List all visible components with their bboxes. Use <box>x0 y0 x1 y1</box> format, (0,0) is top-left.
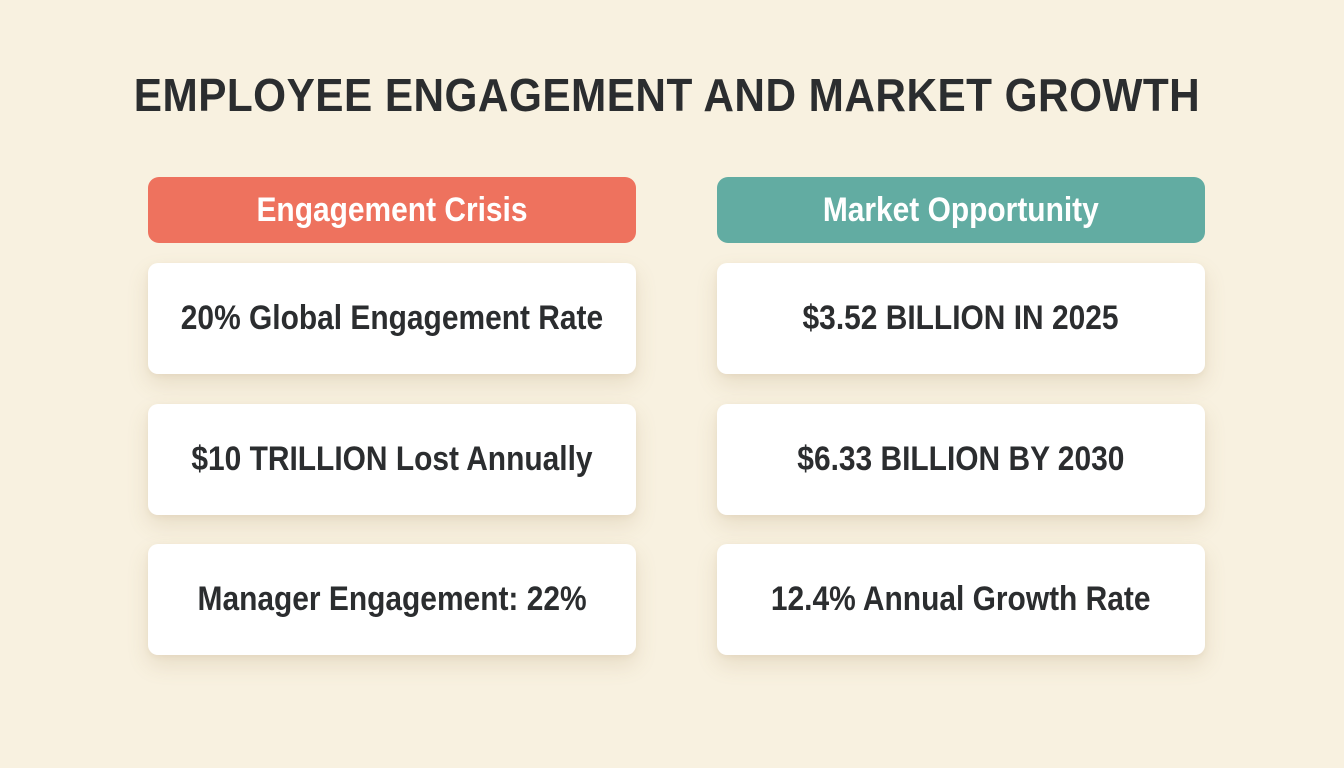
opportunity-card-2030: $6.33 BILLION BY 2030 <box>717 404 1205 515</box>
crisis-card-global-engagement: 20% Global Engagement Rate <box>148 263 636 374</box>
opportunity-card-2025: $3.52 BILLION IN 2025 <box>717 263 1205 374</box>
engagement-crisis-header: Engagement Crisis <box>148 177 636 243</box>
page-title: EMPLOYEE ENGAGEMENT AND MARKET GROWTH <box>133 69 1201 121</box>
opportunity-card-text: $6.33 BILLION BY 2030 <box>797 440 1125 478</box>
crisis-card-trillion-lost: $10 TRILLION Lost Annually <box>148 404 636 515</box>
crisis-card-text: Manager Engagement: 22% <box>197 580 587 618</box>
market-opportunity-column: Market Opportunity $3.52 BILLION IN 2025… <box>717 177 1205 655</box>
engagement-crisis-heading: Engagement Crisis <box>256 190 528 229</box>
crisis-card-text: $10 TRILLION Lost Annually <box>191 440 593 478</box>
market-opportunity-header: Market Opportunity <box>717 177 1205 243</box>
crisis-card-text: 20% Global Engagement Rate <box>180 299 604 337</box>
opportunity-card-text: 12.4% Annual Growth Rate <box>771 580 1151 618</box>
opportunity-card-text: $3.52 BILLION IN 2025 <box>803 299 1119 337</box>
engagement-crisis-column: Engagement Crisis 20% Global Engagement … <box>148 177 636 655</box>
opportunity-card-growth-rate: 12.4% Annual Growth Rate <box>717 544 1205 655</box>
crisis-card-manager-engagement: Manager Engagement: 22% <box>148 544 636 655</box>
market-opportunity-heading: Market Opportunity <box>823 190 1099 229</box>
